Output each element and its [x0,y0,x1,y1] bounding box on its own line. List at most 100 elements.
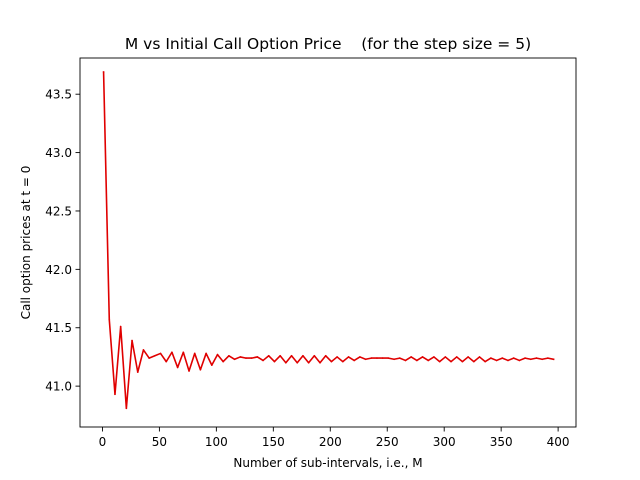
y-tick-label: 43.5 [45,88,72,102]
y-tick-label: 41.5 [45,321,72,335]
data-point [438,360,441,363]
data-point [416,359,418,362]
data-point [433,356,435,358]
y-tick-label: 43.0 [45,146,72,160]
data-point [136,371,139,373]
data-point [125,407,128,410]
data-point [279,354,281,357]
data-point [176,366,179,369]
data-point [478,356,481,358]
data-point [319,361,321,364]
data-point [102,71,105,73]
data-point [444,356,447,358]
y-tick-label: 42.5 [45,204,72,218]
data-point [507,359,509,362]
data-point [171,351,173,354]
data-point [148,357,150,359]
x-tick-label: 400 [547,435,570,449]
data-point [245,357,247,359]
data-point [256,356,259,358]
x-tick-label: 0 [99,435,107,449]
data-point [495,359,498,362]
data-point [512,357,515,359]
data-point [290,354,293,357]
data-point [239,356,242,358]
data-point [359,356,361,358]
data-point [285,361,287,364]
data-point [250,357,253,359]
data-point [330,360,333,363]
data-point [108,318,111,321]
data-point [381,357,384,359]
data-point [393,358,395,361]
x-axis: 0 50 100 150 200 250 300 350 400 [99,427,570,449]
data-point [193,352,196,355]
x-tick-label: 250 [376,435,399,449]
data-point [450,360,452,363]
series-line [102,71,555,410]
data-point [552,358,555,361]
data-point [273,360,276,363]
plot-area [79,57,577,428]
data-point [529,358,532,361]
data-point [387,357,390,359]
data-point [370,357,373,359]
data-point [421,356,424,358]
data-point [199,368,202,371]
data-point [313,354,316,357]
data-point [114,393,116,396]
data-point [188,370,190,372]
data-point [484,360,487,363]
y-axis: 41.0 41.5 42.0 42.5 43.0 43.5 [45,88,80,394]
data-points [102,71,555,410]
x-tick-label: 150 [262,435,285,449]
data-point [541,358,543,361]
data-point [324,354,327,357]
data-point [364,358,367,361]
data-point [154,354,156,357]
x-tick-label: 300 [433,435,456,449]
data-point [404,359,407,362]
data-point [410,356,412,358]
data-point [518,359,521,362]
data-point [353,359,356,362]
data-point [535,357,538,359]
data-point [398,357,401,359]
data-point [376,357,378,359]
data-point [347,356,350,358]
y-tick-label: 42.0 [45,263,72,277]
data-point [267,354,270,357]
y-tick-label: 41.0 [45,380,72,394]
data-point [524,357,526,359]
data-point [455,356,458,358]
data-point [461,360,464,363]
data-point [501,357,504,359]
data-point [211,364,213,366]
data-point [159,352,162,355]
x-tick-label: 100 [205,435,228,449]
x-axis-label: Number of sub-intervals, i.e., M [233,456,422,470]
data-point [296,361,299,364]
x-tick-label: 200 [319,435,342,449]
x-tick-label: 350 [490,435,513,449]
plot-frame [79,57,577,428]
chart-title: M vs Initial Call Option Price (for the … [125,35,531,53]
data-point [307,361,310,364]
data-point [467,356,469,358]
data-point [490,357,492,359]
data-point [342,360,344,363]
data-point [262,359,264,362]
data-point [547,357,549,359]
data-point [302,354,304,357]
x-tick-label: 50 [152,435,167,449]
data-point [205,352,207,355]
data-point [182,351,185,354]
data-point [216,353,219,356]
data-point [336,356,338,358]
data-point [228,354,230,357]
data-point [165,360,168,363]
data-point [142,349,145,351]
data-point [473,360,475,363]
